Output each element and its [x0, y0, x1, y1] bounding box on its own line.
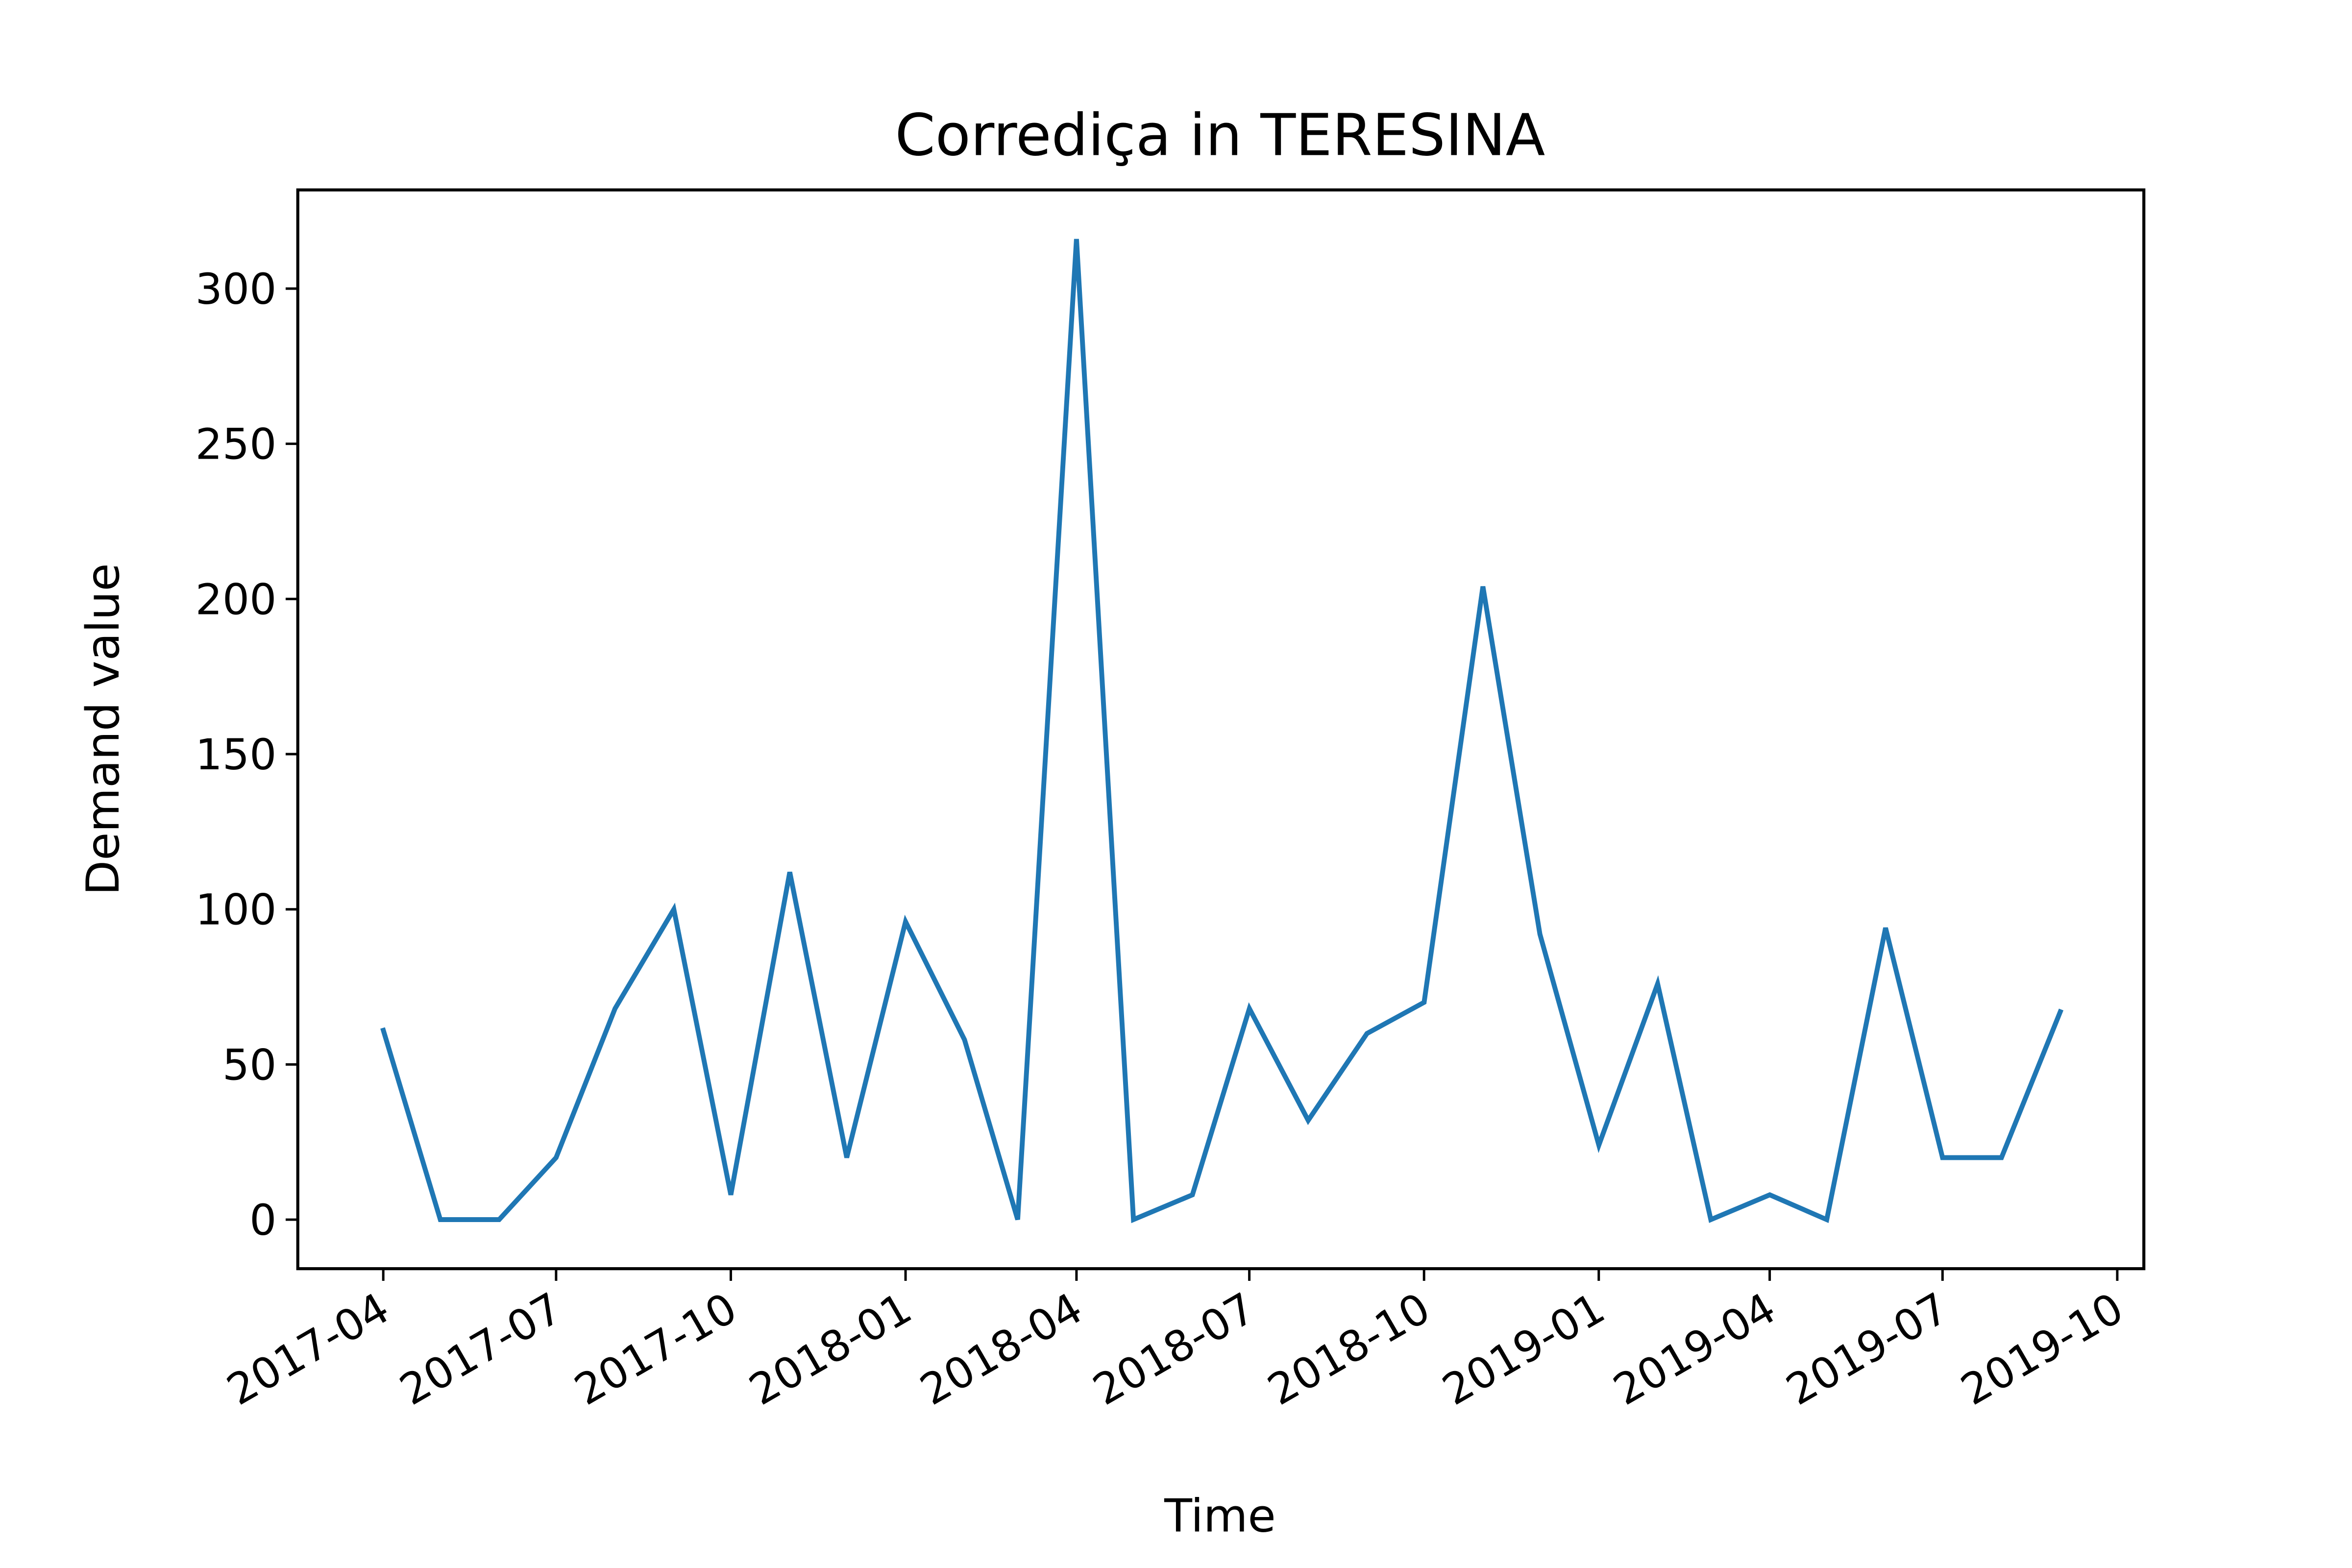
y-tick-label-2: 100 — [196, 885, 277, 935]
plot-area — [380, 239, 2064, 1224]
y-axis-label: Demand value — [76, 563, 129, 895]
y-tick-label-0: 0 — [249, 1196, 276, 1245]
y-tick-label-5: 250 — [196, 420, 277, 469]
y-tick-label-1: 50 — [222, 1040, 276, 1090]
y-tick-label-3: 150 — [196, 730, 277, 780]
y-tick-label-6: 300 — [196, 265, 277, 314]
x-axis-label: Time — [1164, 1490, 1276, 1543]
y-tick-label-4: 200 — [196, 575, 277, 624]
y-axis: 0 50 100 150 200 250 300 — [196, 265, 298, 1245]
series-line-0 — [380, 239, 2064, 1224]
plot-frame — [296, 188, 2146, 1271]
chart-title: Corrediça in TERESINA — [895, 101, 1545, 169]
